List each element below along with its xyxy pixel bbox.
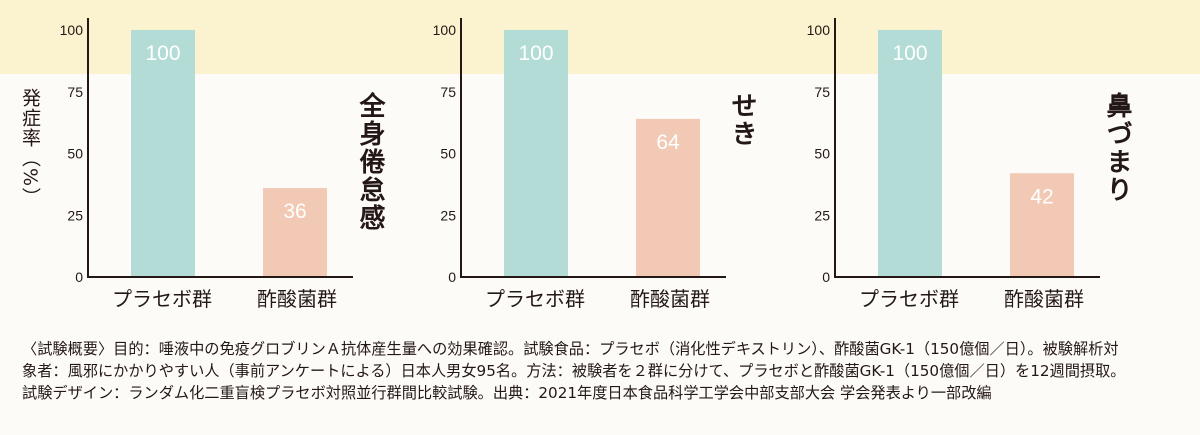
y-tick-label: 25 [814,207,830,223]
y-tick-label: 75 [67,84,83,100]
bar-placebo [878,30,942,277]
footnote-line: 試験デザイン：ランダム化二重盲検プラセボ対照並行群間比較試験。出典：2021年度… [22,384,992,402]
y-tick-label: 50 [67,146,83,162]
data-label: 100 [892,42,927,65]
y-tick-label: 25 [440,207,456,223]
x-category-label: プラセボ群 [859,287,959,311]
x-category-label: 酢酸菌群 [1004,287,1084,311]
data-label: 100 [145,42,180,65]
y-tick-label: 0 [448,269,456,285]
bar-placebo [504,30,568,277]
footnote-line: 〈試験概要〉目的：唾液中の免疫グロブリンＡ抗体産生量への効果確認。試験食品：プラ… [22,340,1119,358]
y-tick-label: 50 [814,146,830,162]
panel-label-cough: せき [727,92,757,148]
data-label: 42 [1030,185,1053,208]
x-category-label: プラセボ群 [112,287,212,311]
data-label: 100 [518,42,553,65]
panel-label-fatigue: 全身倦怠感 [355,92,385,232]
y-tick-label: 75 [814,84,830,100]
footnote-line: 象者：風邪にかかりやすい人（事前アンケートによる）日本人男女95名。方法：被験者… [22,362,1126,380]
x-category-label: 酢酸菌群 [630,287,710,311]
y-axis-label: 発症率（%） [19,88,41,208]
panel-label-nasal: 鼻づまり [1102,92,1132,204]
y-tick-label: 0 [75,269,83,285]
y-tick-label: 50 [440,146,456,162]
y-tick-label: 100 [60,22,84,38]
y-tick-label: 75 [440,84,456,100]
y-tick-label: 100 [433,22,457,38]
bar-acetic [1010,173,1074,277]
x-category-label: プラセボ群 [485,287,585,311]
x-category-label: 酢酸菌群 [257,287,337,311]
bar-acetic [263,188,327,277]
y-tick-label: 25 [67,207,83,223]
y-tick-label: 100 [807,22,831,38]
data-label: 36 [283,200,306,223]
study-footnote: 〈試験概要〉目的：唾液中の免疫グロブリンＡ抗体産生量への効果確認。試験食品：プラ… [22,338,1187,404]
bar-acetic [636,118,700,277]
y-tick-label: 0 [822,269,830,285]
highlight-band [0,0,1200,74]
data-label: 64 [656,131,680,154]
bar-placebo [131,30,195,277]
